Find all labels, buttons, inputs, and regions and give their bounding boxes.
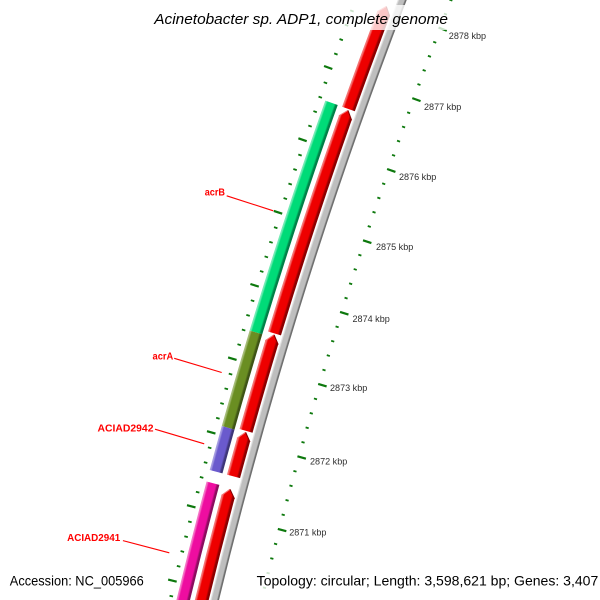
svg-text:ACIAD2942: ACIAD2942 xyxy=(98,424,154,435)
svg-text:2878 kbp: 2878 kbp xyxy=(449,31,486,41)
svg-text:2876 kbp: 2876 kbp xyxy=(399,172,436,182)
svg-text:Topology: circular; Length: 3,: Topology: circular; Length: 3,598,621 bp… xyxy=(257,573,599,588)
svg-text:Acinetobacter sp. ADP1, comple: Acinetobacter sp. ADP1, complete genome xyxy=(153,12,448,28)
svg-text:2875 kbp: 2875 kbp xyxy=(376,242,413,252)
svg-text:2873 kbp: 2873 kbp xyxy=(330,383,367,393)
svg-text:2877 kbp: 2877 kbp xyxy=(424,102,461,112)
svg-text:acrA: acrA xyxy=(153,352,174,363)
svg-text:2871 kbp: 2871 kbp xyxy=(289,528,326,538)
svg-text:Accession: NC_005966: Accession: NC_005966 xyxy=(10,573,144,588)
svg-text:2872 kbp: 2872 kbp xyxy=(310,457,347,467)
svg-text:ACIAD2941: ACIAD2941 xyxy=(67,533,121,544)
svg-text:acrB: acrB xyxy=(205,188,225,199)
svg-text:2874 kbp: 2874 kbp xyxy=(353,314,390,324)
